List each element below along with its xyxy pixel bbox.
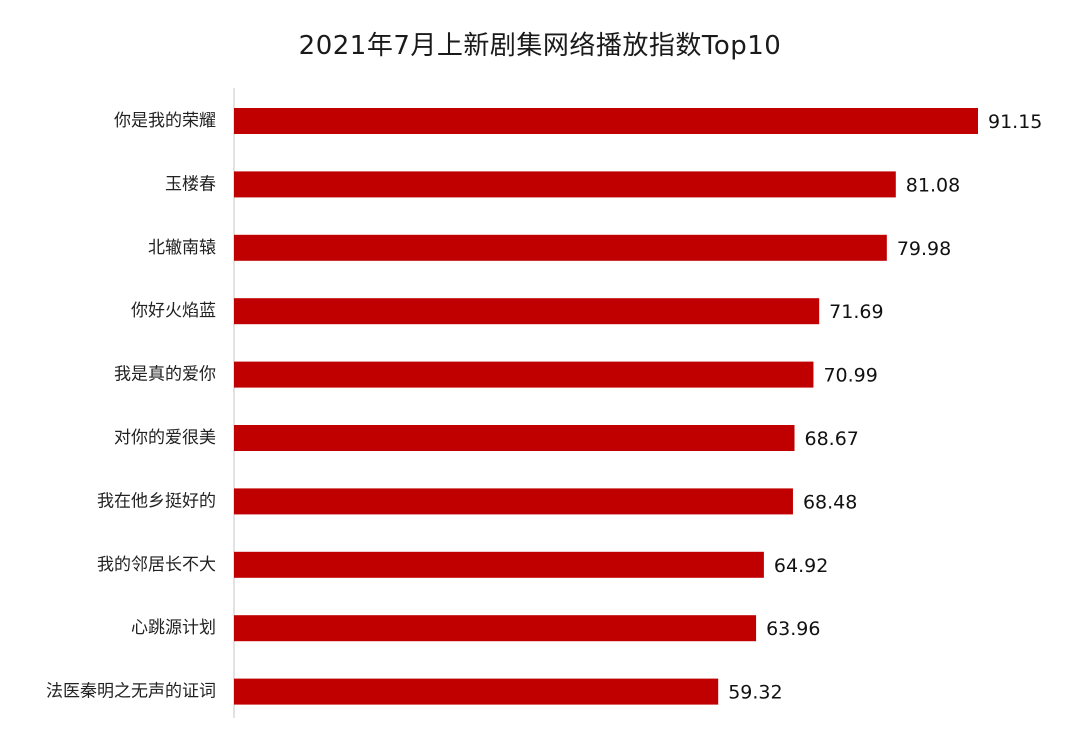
value-label: 79.98 — [897, 238, 951, 260]
bar — [234, 234, 887, 261]
value-label: 59.32 — [728, 682, 782, 704]
value-label: 81.08 — [906, 174, 960, 196]
value-label: 70.99 — [823, 365, 877, 387]
value-label: 64.92 — [774, 555, 828, 577]
value-labels: 91.15 81.08 79.98 71.69 70.99 68.67 68.48 64.92… — [728, 111, 1042, 704]
value-label: 71.69 — [829, 301, 883, 323]
bar — [234, 678, 719, 705]
category-label: 你好火焰蓝 — [131, 301, 216, 321]
bar — [234, 361, 814, 388]
category-label: 我的邻居长不大 — [97, 555, 216, 575]
chart-title: 2021年7月上新剧集网络播放指数Top10 — [298, 31, 782, 61]
bars-layer — [234, 108, 978, 705]
bar — [234, 108, 978, 134]
bar — [234, 615, 757, 642]
category-label: 法医秦明之无声的证词 — [46, 682, 216, 702]
category-label: 我是真的爱你 — [114, 365, 216, 385]
value-label: 63.96 — [766, 618, 820, 640]
value-label: 68.48 — [803, 491, 857, 513]
category-label: 北辙南辕 — [148, 238, 216, 258]
bar — [234, 425, 795, 451]
value-label: 68.67 — [805, 428, 859, 450]
bar — [234, 298, 820, 325]
category-label: 我在他乡挺好的 — [97, 491, 216, 511]
category-label: 对你的爱很美 — [114, 428, 216, 448]
bar — [234, 488, 793, 515]
bar — [234, 551, 764, 578]
category-label: 玉楼春 — [165, 174, 216, 194]
value-label: 91.15 — [988, 111, 1042, 133]
category-label: 心跳源计划 — [131, 618, 216, 638]
bar — [234, 171, 896, 198]
category-label: 你是我的荣耀 — [114, 111, 216, 131]
category-labels: 你是我的荣耀玉楼春北辙南辕你好火焰蓝我是真的爱你对你的爱很美我在他乡挺好的我的邻… — [46, 111, 216, 702]
